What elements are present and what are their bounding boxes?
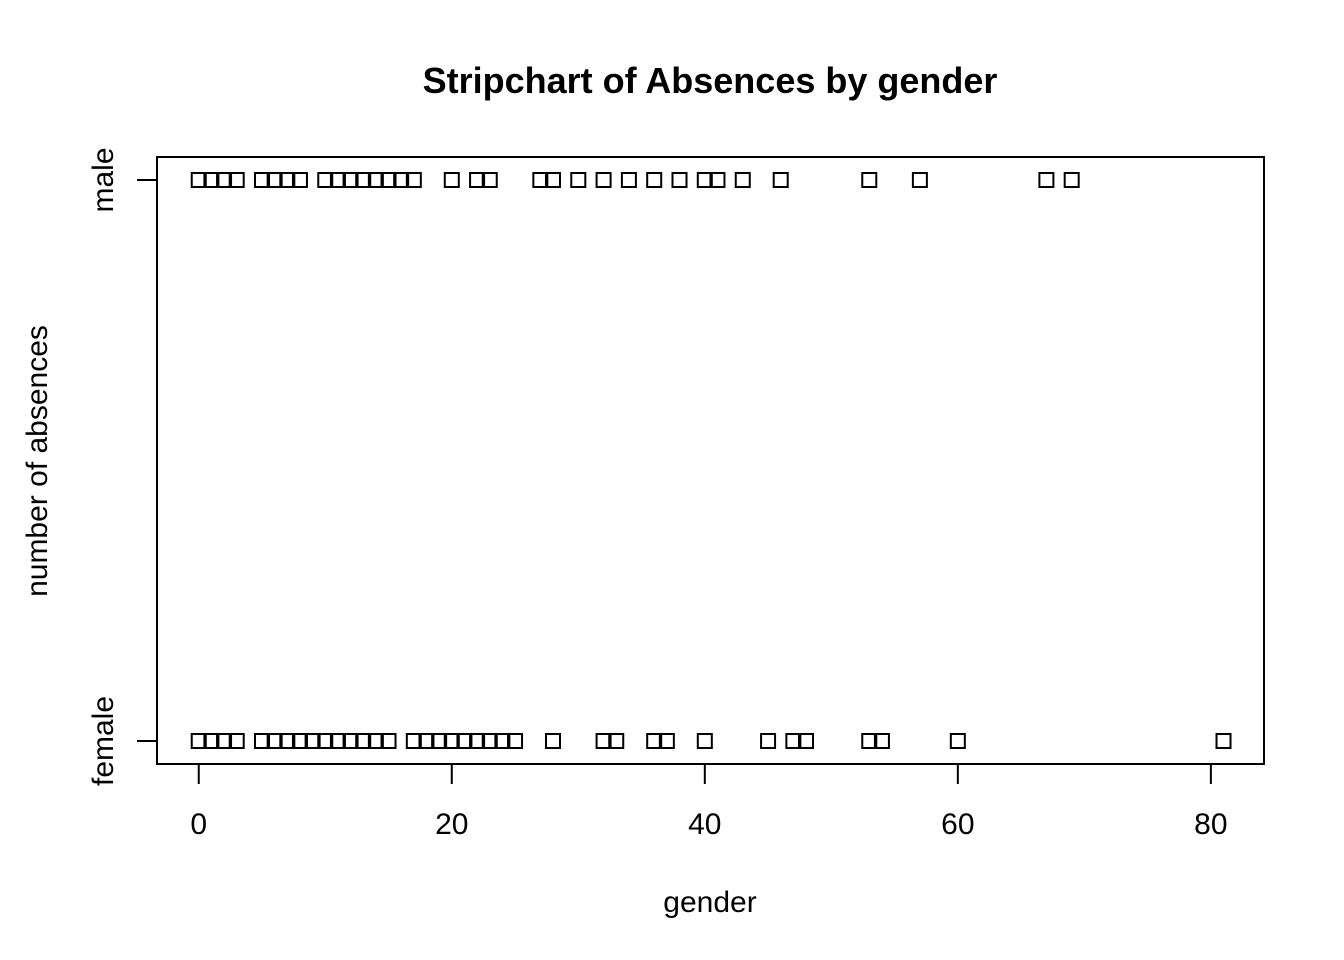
data-point-male: [646, 172, 663, 188]
data-point-female: [190, 733, 207, 749]
data-point-male: [254, 172, 271, 188]
x-tick-label: 20: [435, 808, 468, 841]
x-axis-label: gender: [663, 886, 756, 919]
data-point-male: [1063, 172, 1080, 188]
data-point-female: [380, 733, 397, 749]
data-point-male: [532, 172, 549, 188]
data-point-male: [203, 172, 220, 188]
data-point-female: [785, 733, 802, 749]
data-point-male: [342, 172, 359, 188]
data-point-female: [456, 733, 473, 749]
data-point-female: [291, 733, 308, 749]
data-point-female: [342, 733, 359, 749]
data-point-male: [911, 172, 928, 188]
data-point-male: [595, 172, 612, 188]
data-point-male: [443, 172, 460, 188]
data-point-male: [393, 172, 410, 188]
data-point-male: [481, 172, 498, 188]
data-point-male: [266, 172, 283, 188]
data-point-male: [772, 172, 789, 188]
data-point-female: [431, 733, 448, 749]
data-point-female: [608, 733, 625, 749]
data-point-male: [317, 172, 334, 188]
data-point-female: [266, 733, 283, 749]
data-point-female: [646, 733, 663, 749]
x-tick-label: 0: [190, 808, 207, 841]
data-point-female: [507, 733, 524, 749]
data-point-female: [1215, 733, 1232, 749]
data-point-male: [861, 172, 878, 188]
y-tick-label-female: female: [87, 696, 120, 786]
x-tick-label: 60: [941, 808, 974, 841]
data-point-male: [405, 172, 422, 188]
data-point-female: [228, 733, 245, 749]
data-point-female: [544, 733, 561, 749]
data-point-female: [279, 733, 296, 749]
data-point-male: [329, 172, 346, 188]
x-tick-label: 80: [1194, 808, 1227, 841]
plot-frame: [156, 156, 1265, 765]
data-point-female: [405, 733, 422, 749]
data-point-female: [418, 733, 435, 749]
data-point-male: [570, 172, 587, 188]
data-point-female: [494, 733, 511, 749]
data-point-female: [798, 733, 815, 749]
data-point-female: [304, 733, 321, 749]
x-tick-label: 40: [688, 808, 721, 841]
data-point-female: [595, 733, 612, 749]
data-point-female: [367, 733, 384, 749]
data-point-female: [760, 733, 777, 749]
data-point-male: [190, 172, 207, 188]
data-point-female: [216, 733, 233, 749]
data-point-female: [658, 733, 675, 749]
x-axis: 0 20 40 60 80: [190, 763, 1228, 841]
data-point-male: [279, 172, 296, 188]
data-point-female: [317, 733, 334, 749]
data-point-male: [671, 172, 688, 188]
y-tick-label-male: male: [87, 147, 120, 212]
data-point-male: [544, 172, 561, 188]
data-point-male: [709, 172, 726, 188]
data-point-female: [254, 733, 271, 749]
chart-title: Stripchart of Absences by gender: [423, 60, 998, 101]
y-axis: female male: [87, 147, 158, 786]
data-point-male: [620, 172, 637, 188]
data-point-male: [228, 172, 245, 188]
data-point-female: [696, 733, 713, 749]
data-point-male: [469, 172, 486, 188]
data-point-female: [329, 733, 346, 749]
data-points: [190, 172, 1232, 749]
y-axis-label: number of absences: [21, 325, 54, 597]
data-point-male: [1038, 172, 1055, 188]
data-point-male: [367, 172, 384, 188]
data-point-female: [861, 733, 878, 749]
data-point-female: [443, 733, 460, 749]
data-point-female: [481, 733, 498, 749]
data-point-male: [216, 172, 233, 188]
data-point-female: [873, 733, 890, 749]
data-point-female: [469, 733, 486, 749]
data-point-male: [291, 172, 308, 188]
data-point-female: [203, 733, 220, 749]
data-point-male: [355, 172, 372, 188]
data-point-male: [380, 172, 397, 188]
data-point-male: [696, 172, 713, 188]
data-point-female: [355, 733, 372, 749]
data-point-male: [734, 172, 751, 188]
data-point-female: [949, 733, 966, 749]
